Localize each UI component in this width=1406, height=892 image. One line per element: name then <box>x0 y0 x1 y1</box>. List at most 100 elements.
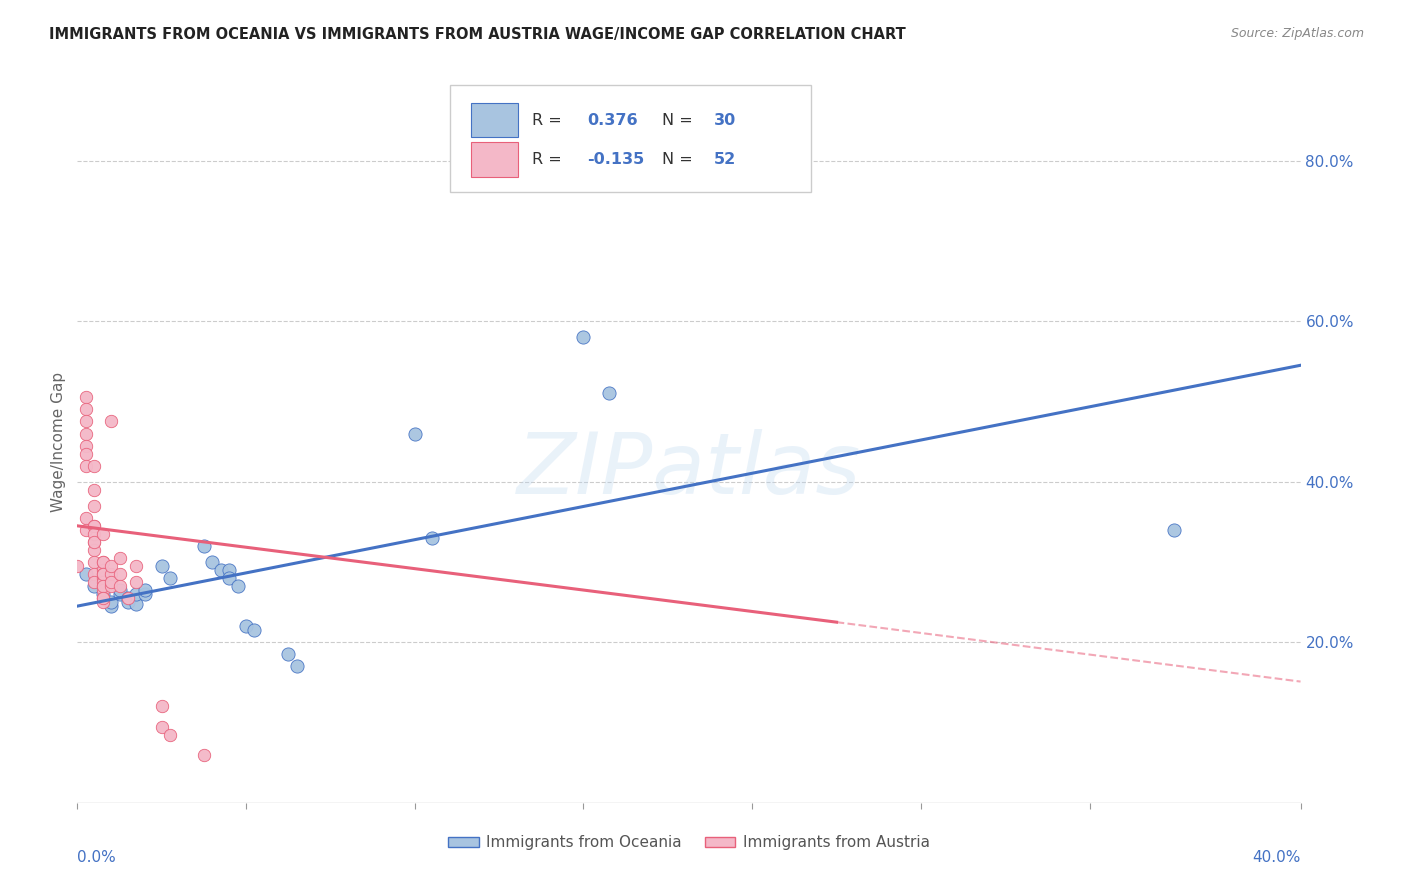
Point <box>108 579 131 593</box>
Point <box>75 390 97 404</box>
Point <box>91 587 114 601</box>
Point <box>75 510 97 524</box>
Point <box>159 728 181 742</box>
Point <box>91 567 114 582</box>
Point <box>91 574 114 589</box>
Point <box>117 591 139 605</box>
Point <box>83 518 105 533</box>
Point <box>91 591 114 605</box>
Point <box>66 558 89 574</box>
Point <box>100 558 122 574</box>
Point <box>91 579 114 593</box>
Text: IMMIGRANTS FROM OCEANIA VS IMMIGRANTS FROM AUSTRIA WAGE/INCOME GAP CORRELATION C: IMMIGRANTS FROM OCEANIA VS IMMIGRANTS FR… <box>49 27 905 42</box>
Point <box>193 539 215 553</box>
Point <box>83 483 105 497</box>
Point <box>91 579 114 593</box>
Text: 0.0%: 0.0% <box>77 850 117 864</box>
Point <box>1163 523 1185 537</box>
Point <box>75 438 97 452</box>
Point <box>193 747 215 762</box>
Point <box>83 567 105 582</box>
Text: R =: R = <box>533 112 567 128</box>
Point <box>91 595 114 609</box>
Point <box>117 595 139 609</box>
Point <box>150 558 173 574</box>
Point <box>75 567 97 582</box>
Point <box>83 534 105 549</box>
Point <box>108 550 131 566</box>
Text: Source: ZipAtlas.com: Source: ZipAtlas.com <box>1230 27 1364 40</box>
Point <box>100 574 122 589</box>
Point <box>91 583 114 598</box>
Point <box>243 623 266 637</box>
Point <box>134 587 156 601</box>
Point <box>83 534 105 549</box>
Point <box>91 567 114 582</box>
Text: 52: 52 <box>713 153 735 168</box>
Point <box>125 558 148 574</box>
Point <box>598 386 620 401</box>
Point <box>75 426 97 441</box>
Point <box>285 659 308 673</box>
Point <box>218 571 240 585</box>
Point <box>83 518 105 533</box>
FancyBboxPatch shape <box>450 86 811 193</box>
FancyBboxPatch shape <box>471 143 517 178</box>
Point <box>218 563 240 577</box>
Point <box>134 583 156 598</box>
Point <box>83 526 105 541</box>
Point <box>91 555 114 569</box>
Point <box>91 591 114 605</box>
Point <box>159 571 181 585</box>
Point <box>108 567 131 582</box>
Legend: Immigrants from Oceania, Immigrants from Austria: Immigrants from Oceania, Immigrants from… <box>441 830 936 856</box>
Text: N =: N = <box>662 153 697 168</box>
Point <box>75 446 97 460</box>
Point <box>100 599 122 614</box>
Point <box>125 574 148 589</box>
Y-axis label: Wage/Income Gap: Wage/Income Gap <box>51 371 66 512</box>
Text: 0.376: 0.376 <box>588 112 638 128</box>
Point <box>91 591 114 605</box>
Point <box>83 458 105 473</box>
Point <box>91 526 114 541</box>
Point <box>226 579 249 593</box>
Point <box>100 595 122 609</box>
Point <box>100 414 122 428</box>
Point <box>150 699 173 714</box>
Point <box>75 402 97 417</box>
Point <box>75 414 97 428</box>
Point <box>83 499 105 513</box>
Point <box>108 583 131 598</box>
Point <box>125 597 148 611</box>
Point <box>83 555 105 569</box>
Point <box>235 619 257 633</box>
Point <box>125 587 148 601</box>
Text: N =: N = <box>662 112 697 128</box>
FancyBboxPatch shape <box>471 103 517 137</box>
Point <box>117 591 139 605</box>
Point <box>100 567 122 582</box>
Point <box>91 563 114 577</box>
Point <box>83 542 105 557</box>
Text: ZIPatlas: ZIPatlas <box>517 429 860 512</box>
Point <box>75 458 97 473</box>
Point <box>108 587 131 601</box>
Point <box>75 523 97 537</box>
Point <box>277 648 299 662</box>
Point <box>209 563 232 577</box>
Point <box>150 719 173 733</box>
Point <box>91 571 114 585</box>
Text: 30: 30 <box>713 112 735 128</box>
Point <box>572 330 595 344</box>
Text: -0.135: -0.135 <box>588 153 645 168</box>
Text: R =: R = <box>533 153 567 168</box>
Point <box>201 555 224 569</box>
Point <box>404 426 426 441</box>
Point <box>83 579 105 593</box>
Point <box>100 579 122 593</box>
Point <box>91 555 114 569</box>
Point <box>83 574 105 589</box>
Text: 40.0%: 40.0% <box>1253 850 1301 864</box>
Point <box>420 531 443 545</box>
